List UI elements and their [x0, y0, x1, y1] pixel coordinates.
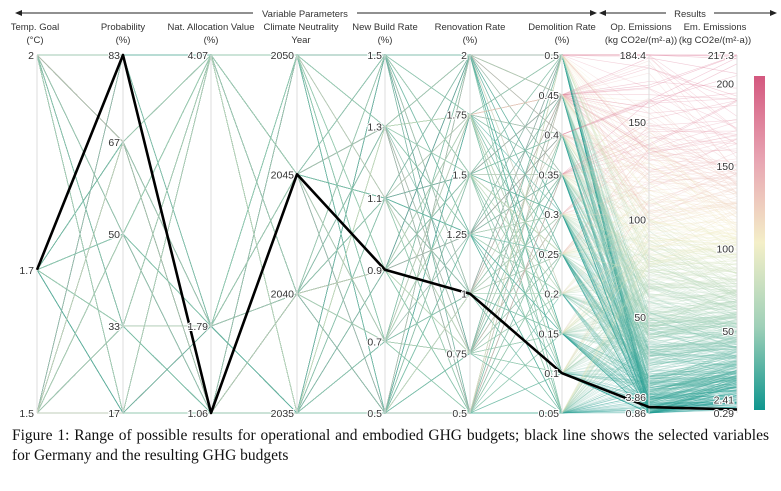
axis-title: New Build Rate — [352, 22, 417, 33]
tick-label: 0.05 — [539, 408, 560, 420]
axis-unit: (°C) — [27, 35, 44, 46]
axis-unit: (kg CO2e/(m²·a)) — [679, 35, 751, 46]
tick-label: 100 — [716, 244, 734, 256]
tick-label: 0.45 — [539, 90, 560, 102]
tick-label: 17 — [108, 408, 120, 420]
tick-label: 0.5 — [452, 408, 467, 420]
axis-title: Climate Neutrality — [264, 22, 339, 33]
axis-title: Renovation Rate — [435, 22, 506, 33]
tick-label: 1.5 — [452, 169, 467, 181]
tick-label: 200 — [716, 79, 734, 91]
tick-label: 1.75 — [447, 110, 468, 122]
arrowhead-left — [599, 10, 606, 16]
tick-label: 1.3 — [367, 122, 382, 134]
tick-label: 83 — [108, 50, 120, 62]
tick-label: 0.5 — [544, 50, 559, 62]
tick-label: 50 — [722, 326, 734, 338]
tick-label: 1.1 — [367, 193, 382, 205]
tick-label: 0.29 — [714, 408, 735, 420]
tick-label: 100 — [628, 215, 646, 227]
tick-label: 2.41 — [714, 395, 735, 407]
tick-label: 2045 — [271, 169, 295, 181]
tick-label: 1.5 — [19, 408, 34, 420]
axis-title: Probability — [101, 22, 146, 33]
axis-unit: (%) — [378, 35, 393, 46]
tick-label: 2 — [28, 50, 34, 62]
tick-label: 0.75 — [447, 348, 468, 360]
section-label: Results — [674, 9, 706, 20]
axis-title: Op. Emissions — [610, 22, 671, 33]
axis-unit: Year — [291, 35, 310, 46]
arrowhead-right — [770, 10, 777, 16]
selected-line-germany — [35, 53, 738, 415]
tick-label: 184.4 — [620, 50, 646, 62]
tick-label: 67 — [108, 137, 120, 149]
tick-labels: Temp. Goal (°C) 1.5 1.7 2 Probability (%) 17 33 5… — [11, 22, 751, 421]
axis-title: Nat. Allocation Value — [168, 22, 255, 33]
background-lines — [36, 53, 738, 415]
axis-title: Temp. Goal — [11, 22, 60, 33]
axis-title: Demolition Rate — [528, 22, 596, 33]
tick-label: 0.15 — [539, 328, 560, 340]
tick-label: 0.35 — [539, 169, 560, 181]
arrowhead-right — [590, 10, 597, 16]
tick-label: 1.25 — [447, 229, 468, 241]
tick-label: 0.25 — [539, 249, 560, 261]
tick-label: 1 — [461, 289, 467, 301]
tick-label: 0.3 — [544, 209, 559, 221]
tick-label: 0.9 — [367, 265, 382, 277]
tick-label: 217.3 — [708, 50, 734, 62]
tick-label: 50 — [108, 229, 120, 241]
tick-label: 0.5 — [367, 408, 382, 420]
tick-label: 0.1 — [544, 368, 559, 380]
tick-label: 2040 — [271, 289, 295, 301]
figure-caption: Figure 1: Range of possible results for … — [12, 427, 769, 464]
tick-label: 0.2 — [544, 289, 559, 301]
tick-label: 1.7 — [19, 265, 34, 277]
tick-label: 2035 — [271, 408, 295, 420]
axis-unit: (%) — [555, 35, 570, 46]
tick-label: 1.06 — [188, 408, 209, 420]
tick-label: 4.07 — [188, 50, 209, 62]
tick-label: 2050 — [271, 50, 295, 62]
axis-title: Em. Emissions — [684, 22, 747, 33]
tick-label: 1.5 — [367, 50, 382, 62]
tick-label: 50 — [634, 312, 646, 324]
tick-label: 0.4 — [544, 130, 559, 142]
tick-label: 1.79 — [188, 321, 209, 333]
section-label: Variable Parameters — [262, 9, 348, 20]
axis-unit: (%) — [463, 35, 478, 46]
axis-unit: (%) — [204, 35, 219, 46]
selected-line-group — [35, 53, 738, 415]
axes — [36, 55, 738, 413]
arrowhead-left — [15, 10, 22, 16]
axis-unit: (kg CO2e/(m²·a)) — [605, 35, 677, 46]
parallel-coordinates-chart: Variable Parameters Results Temp. Goal (°C… — [10, 6, 777, 421]
tick-label: 0.86 — [626, 408, 647, 420]
tick-label: 150 — [628, 117, 646, 129]
tick-label: 3.86 — [626, 392, 647, 404]
section-headers: Variable Parameters Results — [15, 6, 777, 20]
tick-label: 33 — [108, 321, 120, 333]
tick-label: 2 — [461, 50, 467, 62]
colorbar — [754, 76, 765, 410]
tick-label: 150 — [716, 161, 734, 173]
axis-unit: (%) — [116, 35, 131, 46]
tick-label: 0.7 — [367, 336, 382, 348]
